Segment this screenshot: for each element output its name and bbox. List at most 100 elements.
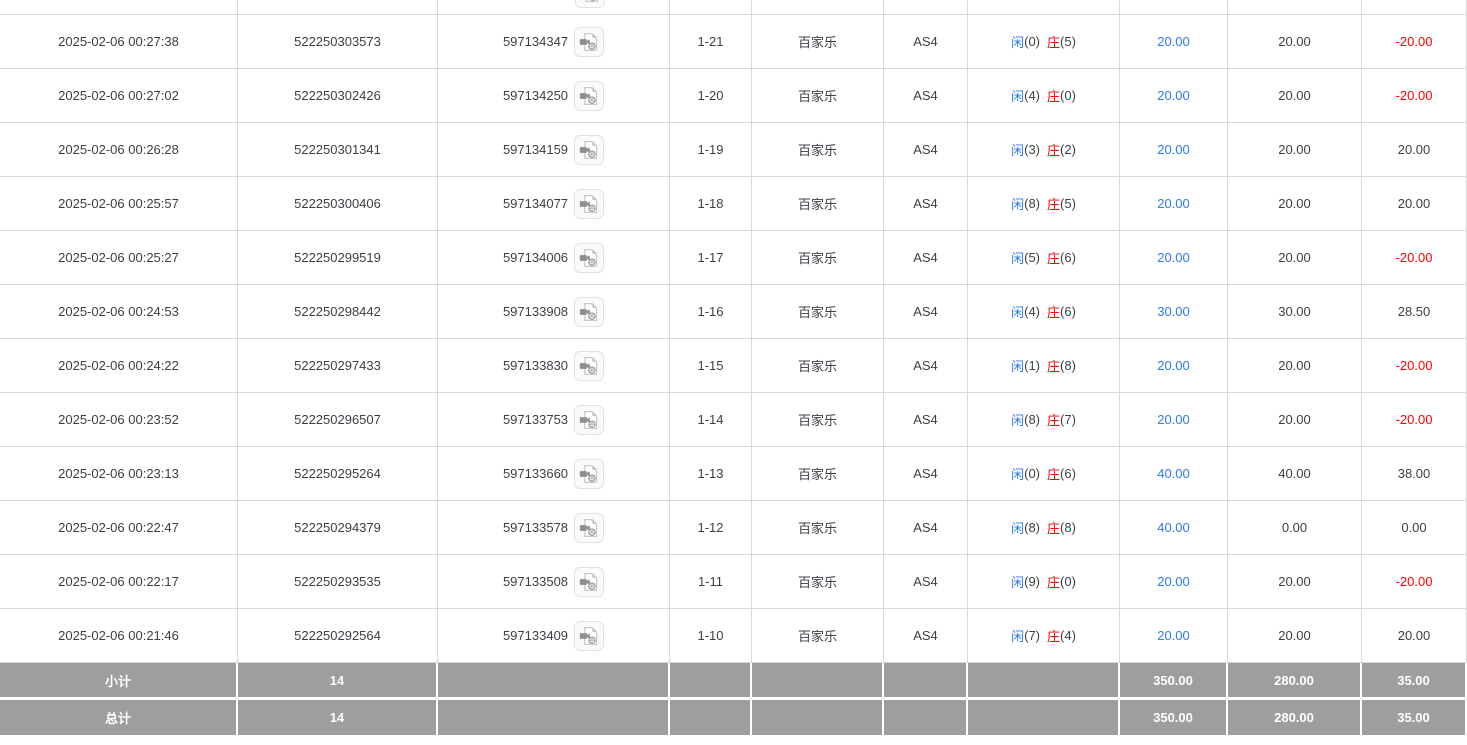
video-replay-icon xyxy=(579,518,598,537)
video-replay-button[interactable] xyxy=(575,0,605,8)
round-id xyxy=(670,0,752,14)
video-replay-icon xyxy=(579,86,598,105)
win-loss: 0.00 xyxy=(1362,501,1467,554)
valid-bet: 20.00 xyxy=(1228,231,1362,284)
video-replay-icon xyxy=(579,194,598,213)
game-number: 597133753 xyxy=(502,412,569,427)
game-number-cell: 597133908 xyxy=(438,285,670,338)
video-replay-button[interactable] xyxy=(574,296,605,327)
video-replay-button[interactable] xyxy=(574,80,605,111)
player-points: (9) xyxy=(1024,574,1040,589)
bet-amount[interactable]: 20.00 xyxy=(1120,555,1228,608)
game-number-cell: 597133660 xyxy=(438,447,670,500)
win-loss: -20.00 xyxy=(1362,69,1467,122)
total-label: 总计 xyxy=(0,700,238,735)
video-replay-button[interactable] xyxy=(574,242,605,273)
video-replay-slot xyxy=(574,620,605,651)
table-id: AS4 xyxy=(884,555,968,608)
video-replay-icon xyxy=(579,626,598,645)
video-replay-button[interactable] xyxy=(574,134,605,165)
win-loss: 20.00 xyxy=(1362,123,1467,176)
player-points: (8) xyxy=(1024,520,1040,535)
banker-label: 庄 xyxy=(1047,467,1061,482)
banker-points: (0) xyxy=(1060,574,1076,589)
win-loss: -20.00 xyxy=(1362,231,1467,284)
video-replay-icon xyxy=(579,248,598,267)
bet-amount[interactable]: 20.00 xyxy=(1120,15,1228,68)
bet-amount[interactable]: 20.00 xyxy=(1120,393,1228,446)
video-replay-slot xyxy=(574,242,605,273)
game-type: 百家乐 xyxy=(752,339,884,392)
order-number: 522250301341 xyxy=(238,123,438,176)
video-replay-button[interactable] xyxy=(574,512,605,543)
bet-amount[interactable]: 20.00 xyxy=(1120,339,1228,392)
order-number: 522250293535 xyxy=(238,555,438,608)
player-label: 闲 xyxy=(1011,359,1025,374)
video-replay-button[interactable] xyxy=(574,566,605,597)
player-points: (3) xyxy=(1024,142,1040,157)
bet-time: 2025-02-06 00:22:17 xyxy=(0,555,238,608)
banker-points: (5) xyxy=(1060,196,1076,211)
table-id: AS4 xyxy=(884,123,968,176)
round-id: 1-11 xyxy=(670,555,752,608)
player-label: 闲 xyxy=(1011,197,1025,212)
game-number-cell xyxy=(438,0,670,14)
valid-bet: 20.00 xyxy=(1228,555,1362,608)
player-points: (0) xyxy=(1024,34,1040,49)
video-replay-button[interactable] xyxy=(574,404,605,435)
bet-amount[interactable]: 20.00 xyxy=(1120,609,1228,662)
banker-label: 庄 xyxy=(1047,143,1061,158)
game-number-cell: 597134250 xyxy=(438,69,670,122)
round-id: 1-16 xyxy=(670,285,752,338)
win-loss xyxy=(1362,0,1467,14)
video-replay-slot xyxy=(574,458,605,489)
video-replay-button[interactable] xyxy=(574,350,605,381)
bet-amount[interactable]: 40.00 xyxy=(1120,501,1228,554)
bet-amount[interactable]: 20.00 xyxy=(1120,69,1228,122)
empty-cell xyxy=(968,700,1120,735)
win-loss: 20.00 xyxy=(1362,609,1467,662)
banker-label: 庄 xyxy=(1047,521,1061,536)
game-number-cell: 597134077 xyxy=(438,177,670,230)
table-id: AS4 xyxy=(884,609,968,662)
player-label: 闲 xyxy=(1011,143,1025,158)
valid-bet: 40.00 xyxy=(1228,447,1362,500)
game-number: 597133578 xyxy=(502,520,569,535)
game-type: 百家乐 xyxy=(752,393,884,446)
banker-label: 庄 xyxy=(1047,629,1061,644)
game-number: 597133660 xyxy=(502,466,569,481)
video-replay-icon xyxy=(579,572,598,591)
video-replay-button[interactable] xyxy=(574,188,605,219)
valid-bet: 20.00 xyxy=(1228,393,1362,446)
subtotal-row: 小计 14 350.00 280.00 35.00 xyxy=(0,663,1467,697)
order-number: 522250292564 xyxy=(238,609,438,662)
player-label: 闲 xyxy=(1011,467,1025,482)
table-row: 2025-02-06 00:25:27 522250299519 5971340… xyxy=(0,231,1467,285)
bet-amount[interactable]: 40.00 xyxy=(1120,447,1228,500)
video-replay-button[interactable] xyxy=(574,458,605,489)
win-loss: -20.00 xyxy=(1362,393,1467,446)
game-result: 闲 (1) 庄 (8) xyxy=(968,339,1120,392)
subtotal-count: 14 xyxy=(238,663,438,697)
banker-points: (7) xyxy=(1060,412,1076,427)
bet-amount[interactable]: 30.00 xyxy=(1120,285,1228,338)
video-replay-button[interactable] xyxy=(574,620,605,651)
bet-amount[interactable]: 20.00 xyxy=(1120,231,1228,284)
order-number: 522250296507 xyxy=(238,393,438,446)
video-replay-slot xyxy=(574,296,605,327)
player-points: (5) xyxy=(1024,250,1040,265)
bet-amount[interactable]: 20.00 xyxy=(1120,123,1228,176)
total-count: 14 xyxy=(238,700,438,735)
banker-points: (8) xyxy=(1060,358,1076,373)
video-replay-slot xyxy=(574,26,605,57)
game-result xyxy=(968,0,1120,14)
game-type: 百家乐 xyxy=(752,285,884,338)
bet-amount[interactable]: 20.00 xyxy=(1120,177,1228,230)
game-result: 闲 (0) 庄 (5) xyxy=(968,15,1120,68)
game-type: 百家乐 xyxy=(752,501,884,554)
player-points: (1) xyxy=(1024,358,1040,373)
round-id: 1-20 xyxy=(670,69,752,122)
video-replay-button[interactable] xyxy=(574,26,605,57)
total-win-loss: 35.00 xyxy=(1362,700,1467,735)
game-type: 百家乐 xyxy=(752,231,884,284)
